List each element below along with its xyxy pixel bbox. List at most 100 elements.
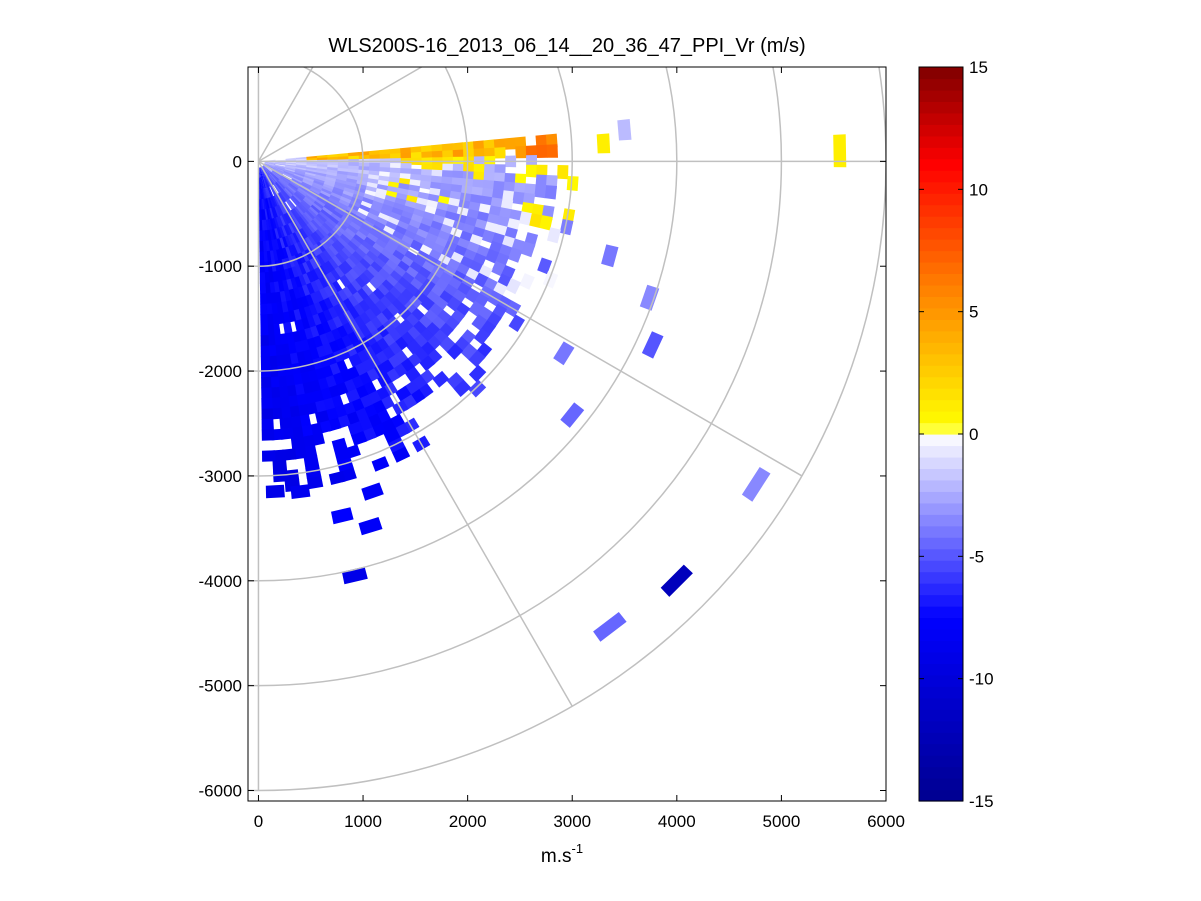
velocity-cell [365,185,378,194]
chart-title: WLS200S-16_2013_06_14__20_36_47_PPI_Vr (… [328,35,805,57]
velocity-cell [314,176,326,183]
velocity-cell [371,288,385,302]
velocity-cell [364,189,377,198]
velocity-cell [262,198,267,210]
plot-frame [247,66,887,802]
velocity-cell [421,151,433,160]
velocity-cell [559,219,574,236]
velocity-cell [333,184,345,192]
velocity-cell [357,227,370,238]
velocity-cell [335,178,347,186]
velocity-cell [319,224,331,236]
velocity-cell [295,205,305,216]
velocity-cell [303,196,315,206]
colorbar-swatch [919,365,963,378]
velocity-cell [404,366,421,383]
velocity-cell [525,145,538,159]
velocity-cell [305,465,322,479]
colorbar-swatch [919,548,963,561]
velocity-cell [521,241,536,258]
velocity-cell [282,213,291,225]
velocity-cell [300,250,310,263]
velocity-cell [318,239,329,251]
velocity-cell [366,212,379,223]
velocity-cell [263,177,269,188]
velocity-cell [283,235,292,248]
velocity-cell [331,316,344,330]
velocity-cell [259,251,265,263]
velocity-cell [326,169,338,175]
velocity-cell [300,183,312,191]
velocity-cell [302,180,313,187]
velocity-cell [270,196,277,208]
velocity-cell [263,187,268,199]
velocity-cell [264,176,271,187]
x-axis-label: m.s-1 [541,841,583,867]
velocity-cell [294,230,303,243]
velocity-cell [305,271,315,284]
velocity-cell [446,372,464,389]
velocity-cell [262,165,271,174]
velocity-cell [294,171,306,176]
velocity-cell [260,167,265,178]
velocity-cell [460,343,478,361]
velocity-cell [371,200,384,210]
velocity-cell [289,196,299,207]
velocity-cell [398,215,412,227]
velocity-cell [357,207,370,218]
velocity-cell [259,261,265,273]
velocity-cell [388,254,402,268]
velocity-cell [405,326,421,342]
colorbar: 15 10 5 0 -5 -10 -15 [918,58,994,811]
velocity-cell [298,186,310,194]
velocity-cell [298,202,308,213]
velocity-cell [315,410,330,424]
velocity-cell [363,193,376,202]
velocity-cell [375,216,389,227]
colorbar-swatch [919,468,963,481]
colorbar-swatch [919,307,963,320]
velocity-cell [341,298,354,312]
velocity-cell [262,166,271,175]
velocity-cell [346,175,359,182]
velocity-cell [284,169,295,174]
x-axis-label-base: m.s [541,846,572,867]
velocity-cell [260,345,270,357]
velocity-cell [373,272,387,286]
velocity-cell [406,339,422,355]
colorbar-swatch [919,353,963,366]
velocity-cell [304,172,316,177]
velocity-cell [396,260,411,274]
velocity-cell [262,188,266,200]
velocity-cell [463,148,475,159]
velocity-cell [284,246,292,259]
velocity-cell [305,282,315,296]
velocity-cell [340,215,353,226]
velocity-cell [368,304,382,319]
velocity-cell [363,308,377,323]
velocity-cell [292,175,304,183]
velocity-cell [259,230,264,242]
velocity-cell [373,220,386,232]
velocity-cell [297,216,307,228]
velocity-cell [417,315,433,331]
velocity-cell [301,261,311,274]
velocity-cell [347,306,360,321]
velocity-cell [294,191,305,201]
velocity-cell [271,170,282,179]
velocity-cell [296,158,307,161]
velocity-cell [412,234,427,247]
velocity-cell [354,186,367,195]
velocity-cell [324,178,336,186]
velocity-cell [316,196,328,206]
velocity-cell [331,304,344,318]
velocity-cell [275,205,282,217]
velocity-cell [336,236,348,249]
velocity-cell [294,264,303,277]
velocity-cell [494,147,506,159]
velocity-cell [261,418,274,431]
velocity-cell [539,215,553,231]
colorbar-swatch [919,319,963,332]
colorbar-tick-label: 15 [969,58,988,77]
velocity-cell-outlier [560,402,585,428]
